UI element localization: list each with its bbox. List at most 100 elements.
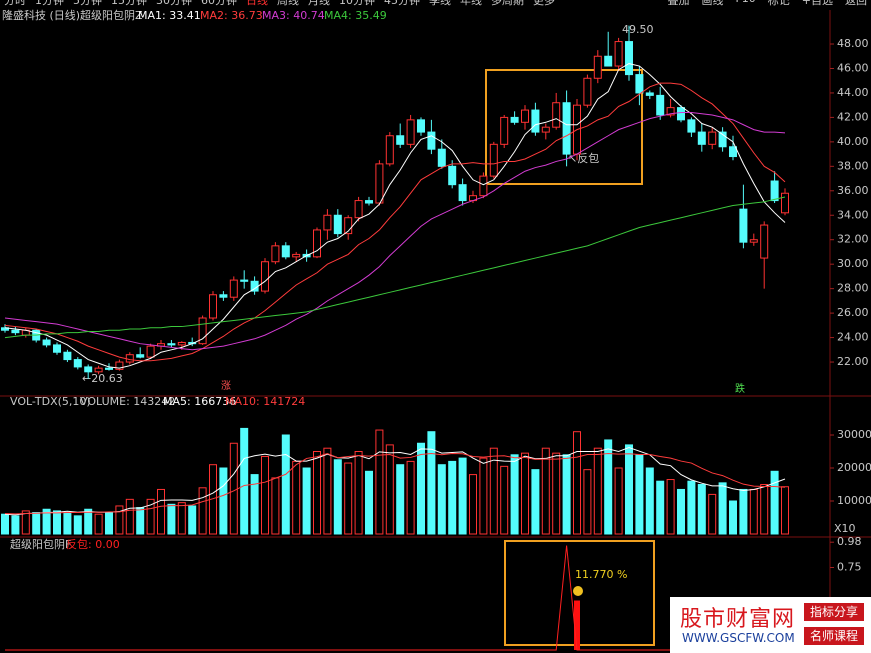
candle-body (437, 148, 446, 167)
tool-tab[interactable]: 返回 (845, 0, 867, 7)
volume-bar (760, 484, 769, 535)
y-tick-label: 0.98 (837, 535, 862, 548)
ma-line (4, 452, 786, 515)
volume-bar (11, 515, 20, 535)
candle-body (729, 146, 737, 158)
volume-bar (583, 469, 592, 535)
tool-tab[interactable]: 画线 (701, 0, 724, 7)
volume-bar (94, 513, 103, 535)
period-tab[interactable]: 月线 (308, 0, 330, 7)
watermark-button[interactable]: 名师课程 (804, 627, 864, 645)
legend-entry: MA4: 35.49 (324, 9, 387, 22)
volume-bar (614, 467, 623, 535)
volume-bar (458, 457, 467, 535)
chart-title: 隆盛科技 (日线) (2, 8, 80, 22)
candle-body (385, 135, 394, 165)
volume-bar (417, 442, 425, 535)
volume-bar (53, 510, 61, 535)
volume-bar (177, 502, 186, 535)
y-tick-label: 48.00 (837, 37, 869, 50)
tool-tab[interactable]: 叠加 (667, 0, 690, 7)
candle-body (448, 165, 457, 186)
volume-bar (188, 505, 197, 535)
candle-body (323, 214, 332, 231)
volume-bar (781, 486, 789, 535)
volume-bar (250, 474, 259, 535)
y-tick-label: 30.00 (837, 257, 869, 270)
candle-body (136, 354, 145, 358)
period-tab[interactable]: 分时 (4, 0, 26, 7)
volume-bar (489, 447, 498, 535)
y-tick-label: 20000 (837, 461, 871, 474)
candle-body (146, 345, 155, 358)
volume-bar (573, 431, 581, 535)
period-tab[interactable]: 日线 (246, 0, 268, 7)
candle-body (739, 208, 748, 243)
period-tab[interactable]: 1分钟 (35, 0, 64, 7)
candle-body (94, 367, 103, 373)
period-tab[interactable]: 15分钟 (111, 0, 147, 7)
y-tick-label: 30000 (837, 428, 871, 441)
ma-line (4, 112, 786, 351)
volume-bar (198, 487, 207, 535)
volume-bar (718, 482, 727, 535)
period-tab[interactable]: 更多 (533, 0, 555, 7)
period-tab[interactable]: 30分钟 (156, 0, 192, 7)
candle-body (375, 163, 384, 204)
volume-bar (697, 484, 706, 535)
volume-bar (531, 469, 540, 535)
candle-body (562, 102, 571, 155)
volume-bar (635, 454, 644, 535)
ma-line (4, 63, 786, 369)
tool-tab[interactable]: +自选 (801, 0, 833, 7)
candle-body (531, 109, 540, 133)
candle-body (406, 119, 415, 145)
volume-bar (656, 480, 665, 535)
candle-body (125, 354, 134, 363)
period-tabs: 分时 1分钟 5分钟 15分钟 30分钟 60分钟 日线 周线 月线 10分钟 45分钟 季线 年线 多周… (0, 0, 871, 8)
volume-bar (427, 431, 436, 535)
tool-tab[interactable]: F10 (735, 0, 755, 8)
y-tick-label: 10000 (837, 494, 871, 507)
y-tick-label: 24.00 (837, 331, 869, 344)
y-tick-label: 34.00 (837, 208, 869, 221)
signal-bar (574, 600, 580, 650)
period-tab[interactable]: 季线 (429, 0, 451, 7)
volume-bar (21, 510, 30, 535)
volume-bar (396, 464, 405, 535)
volume-bar (604, 439, 613, 535)
y-tick-label: 22.00 (837, 355, 869, 368)
watermark-button[interactable]: 指标分享 (804, 603, 864, 621)
y-tick-label: 0.75 (837, 561, 862, 574)
period-tab[interactable]: 45分钟 (384, 0, 420, 7)
candle-body (500, 116, 509, 145)
tool-tab[interactable]: 标记 (767, 0, 790, 7)
legend-entry: MA2: 36.73 (200, 9, 263, 22)
period-tab[interactable]: 年线 (460, 0, 482, 7)
period-tab[interactable]: 5分钟 (73, 0, 102, 7)
candle-body (458, 184, 467, 202)
candle-body (614, 41, 623, 67)
volume-title: VOL-TDX(5,10) (10, 395, 91, 408)
volume-bar (406, 460, 415, 535)
volume-bar (292, 460, 301, 535)
period-tab[interactable]: 10分钟 (339, 0, 375, 7)
period-tab[interactable]: 周线 (277, 0, 299, 7)
volume-bar (739, 488, 748, 535)
candle-body (749, 239, 758, 243)
smiley-icon (573, 586, 583, 596)
candle-body (760, 224, 769, 259)
candle-body (177, 341, 186, 346)
y-tick-label: 26.00 (837, 306, 869, 319)
volume-bar (261, 455, 269, 535)
indicator-title: 超级阳包阴F (10, 537, 71, 551)
volume-bar (42, 508, 51, 535)
period-tab[interactable]: 60分钟 (201, 0, 237, 7)
period-tab[interactable]: 多周期 (491, 0, 524, 7)
candle-body (115, 361, 124, 370)
ma-line (4, 447, 786, 516)
y-tick-label: 44.00 (837, 86, 869, 99)
candle-body (281, 245, 290, 258)
volume-bar (375, 429, 384, 535)
